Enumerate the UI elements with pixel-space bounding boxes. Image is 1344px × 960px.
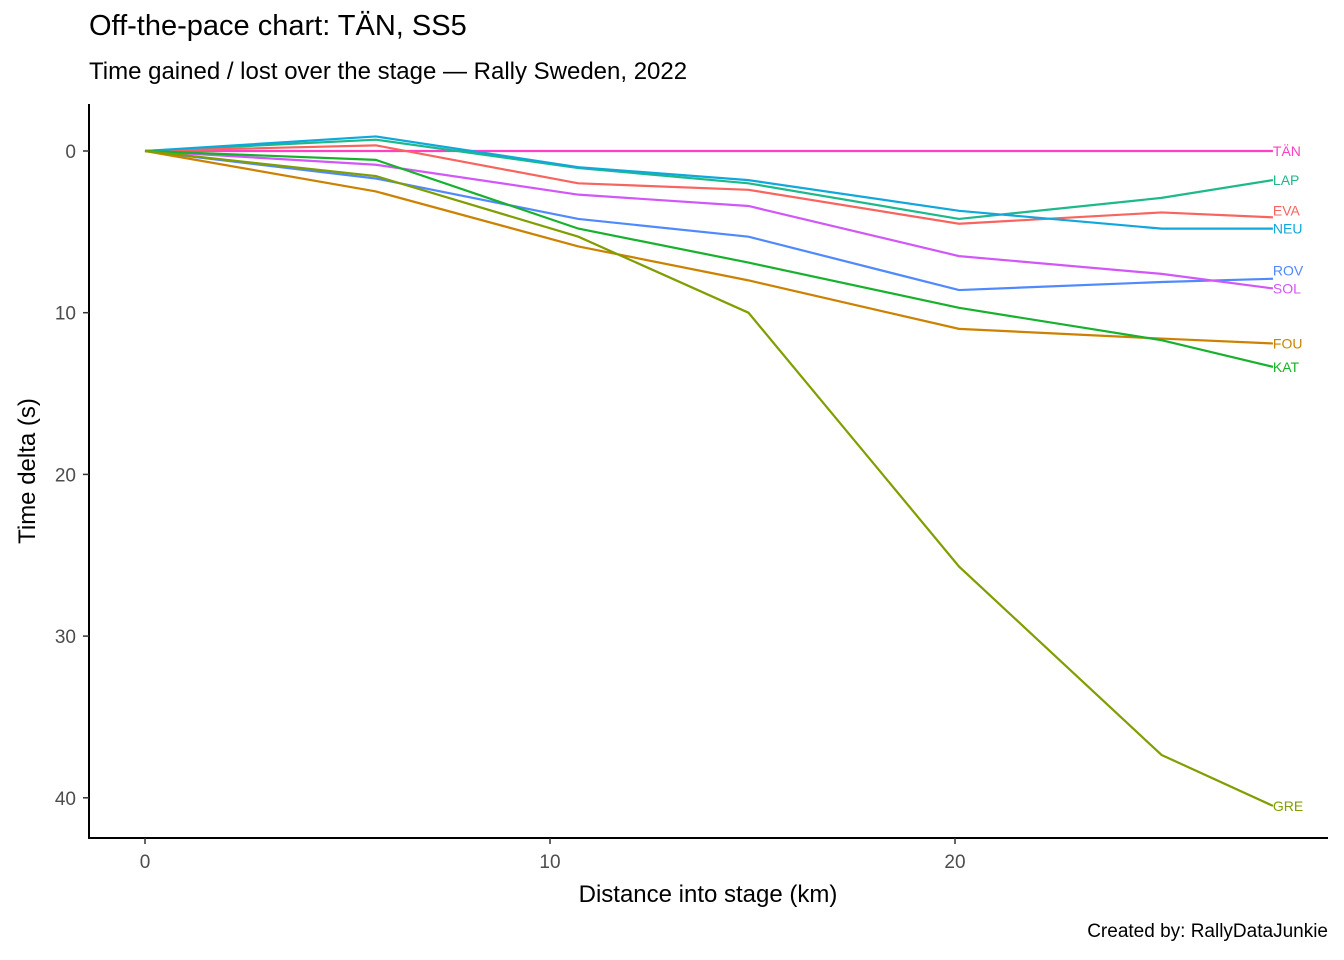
series-label-NEU: NEU xyxy=(1273,221,1303,237)
x-tick-label: 10 xyxy=(539,852,560,873)
series-label-ROV: ROV xyxy=(1273,262,1304,278)
series-line-FOU xyxy=(144,149,1273,345)
series-line-EVA xyxy=(144,144,1273,225)
series-line-SOL xyxy=(144,149,1274,290)
series-label-LAP: LAP xyxy=(1273,172,1299,188)
y-tick-label: 40 xyxy=(55,789,76,810)
series-label-TÄN: TÄN xyxy=(1273,143,1301,159)
y-tick-label: 20 xyxy=(55,465,76,486)
x-axis-label: Distance into stage (km) xyxy=(579,881,838,908)
x-tick-label: 20 xyxy=(944,852,965,873)
series-line-KAT xyxy=(144,149,1274,368)
y-ticks: 0 10 20 30 40 xyxy=(55,142,89,810)
series-label-EVA: EVA xyxy=(1273,203,1301,219)
series-label-SOL: SOL xyxy=(1273,280,1301,296)
chart-subtitle: Time gained / lost over the stage — Rall… xyxy=(89,58,688,85)
series-label-GRE: GRE xyxy=(1273,798,1303,814)
chart-caption: Created by: RallyDataJunkie xyxy=(1087,921,1328,942)
series-lines xyxy=(144,135,1274,807)
x-tick-label: 0 xyxy=(140,852,151,873)
y-tick-label: 0 xyxy=(65,142,76,163)
chart-title: Off-the-pace chart: TÄN, SS5 xyxy=(89,10,467,42)
y-tick-label: 30 xyxy=(55,627,76,648)
y-tick-label: 10 xyxy=(55,304,76,325)
series-line-LAP xyxy=(144,138,1274,221)
series-labels: GRE KAT FOU SOL ROV NEU EVA LAP TÄN xyxy=(1273,143,1304,814)
series-label-FOU: FOU xyxy=(1273,335,1303,351)
series-line-ROV xyxy=(144,149,1273,292)
series-label-KAT: KAT xyxy=(1273,359,1300,375)
series-line-GRE xyxy=(144,149,1274,807)
series-line-NEU xyxy=(144,135,1273,230)
x-ticks: 0 10 20 xyxy=(140,838,966,873)
y-axis-label: Time delta (s) xyxy=(14,398,41,544)
